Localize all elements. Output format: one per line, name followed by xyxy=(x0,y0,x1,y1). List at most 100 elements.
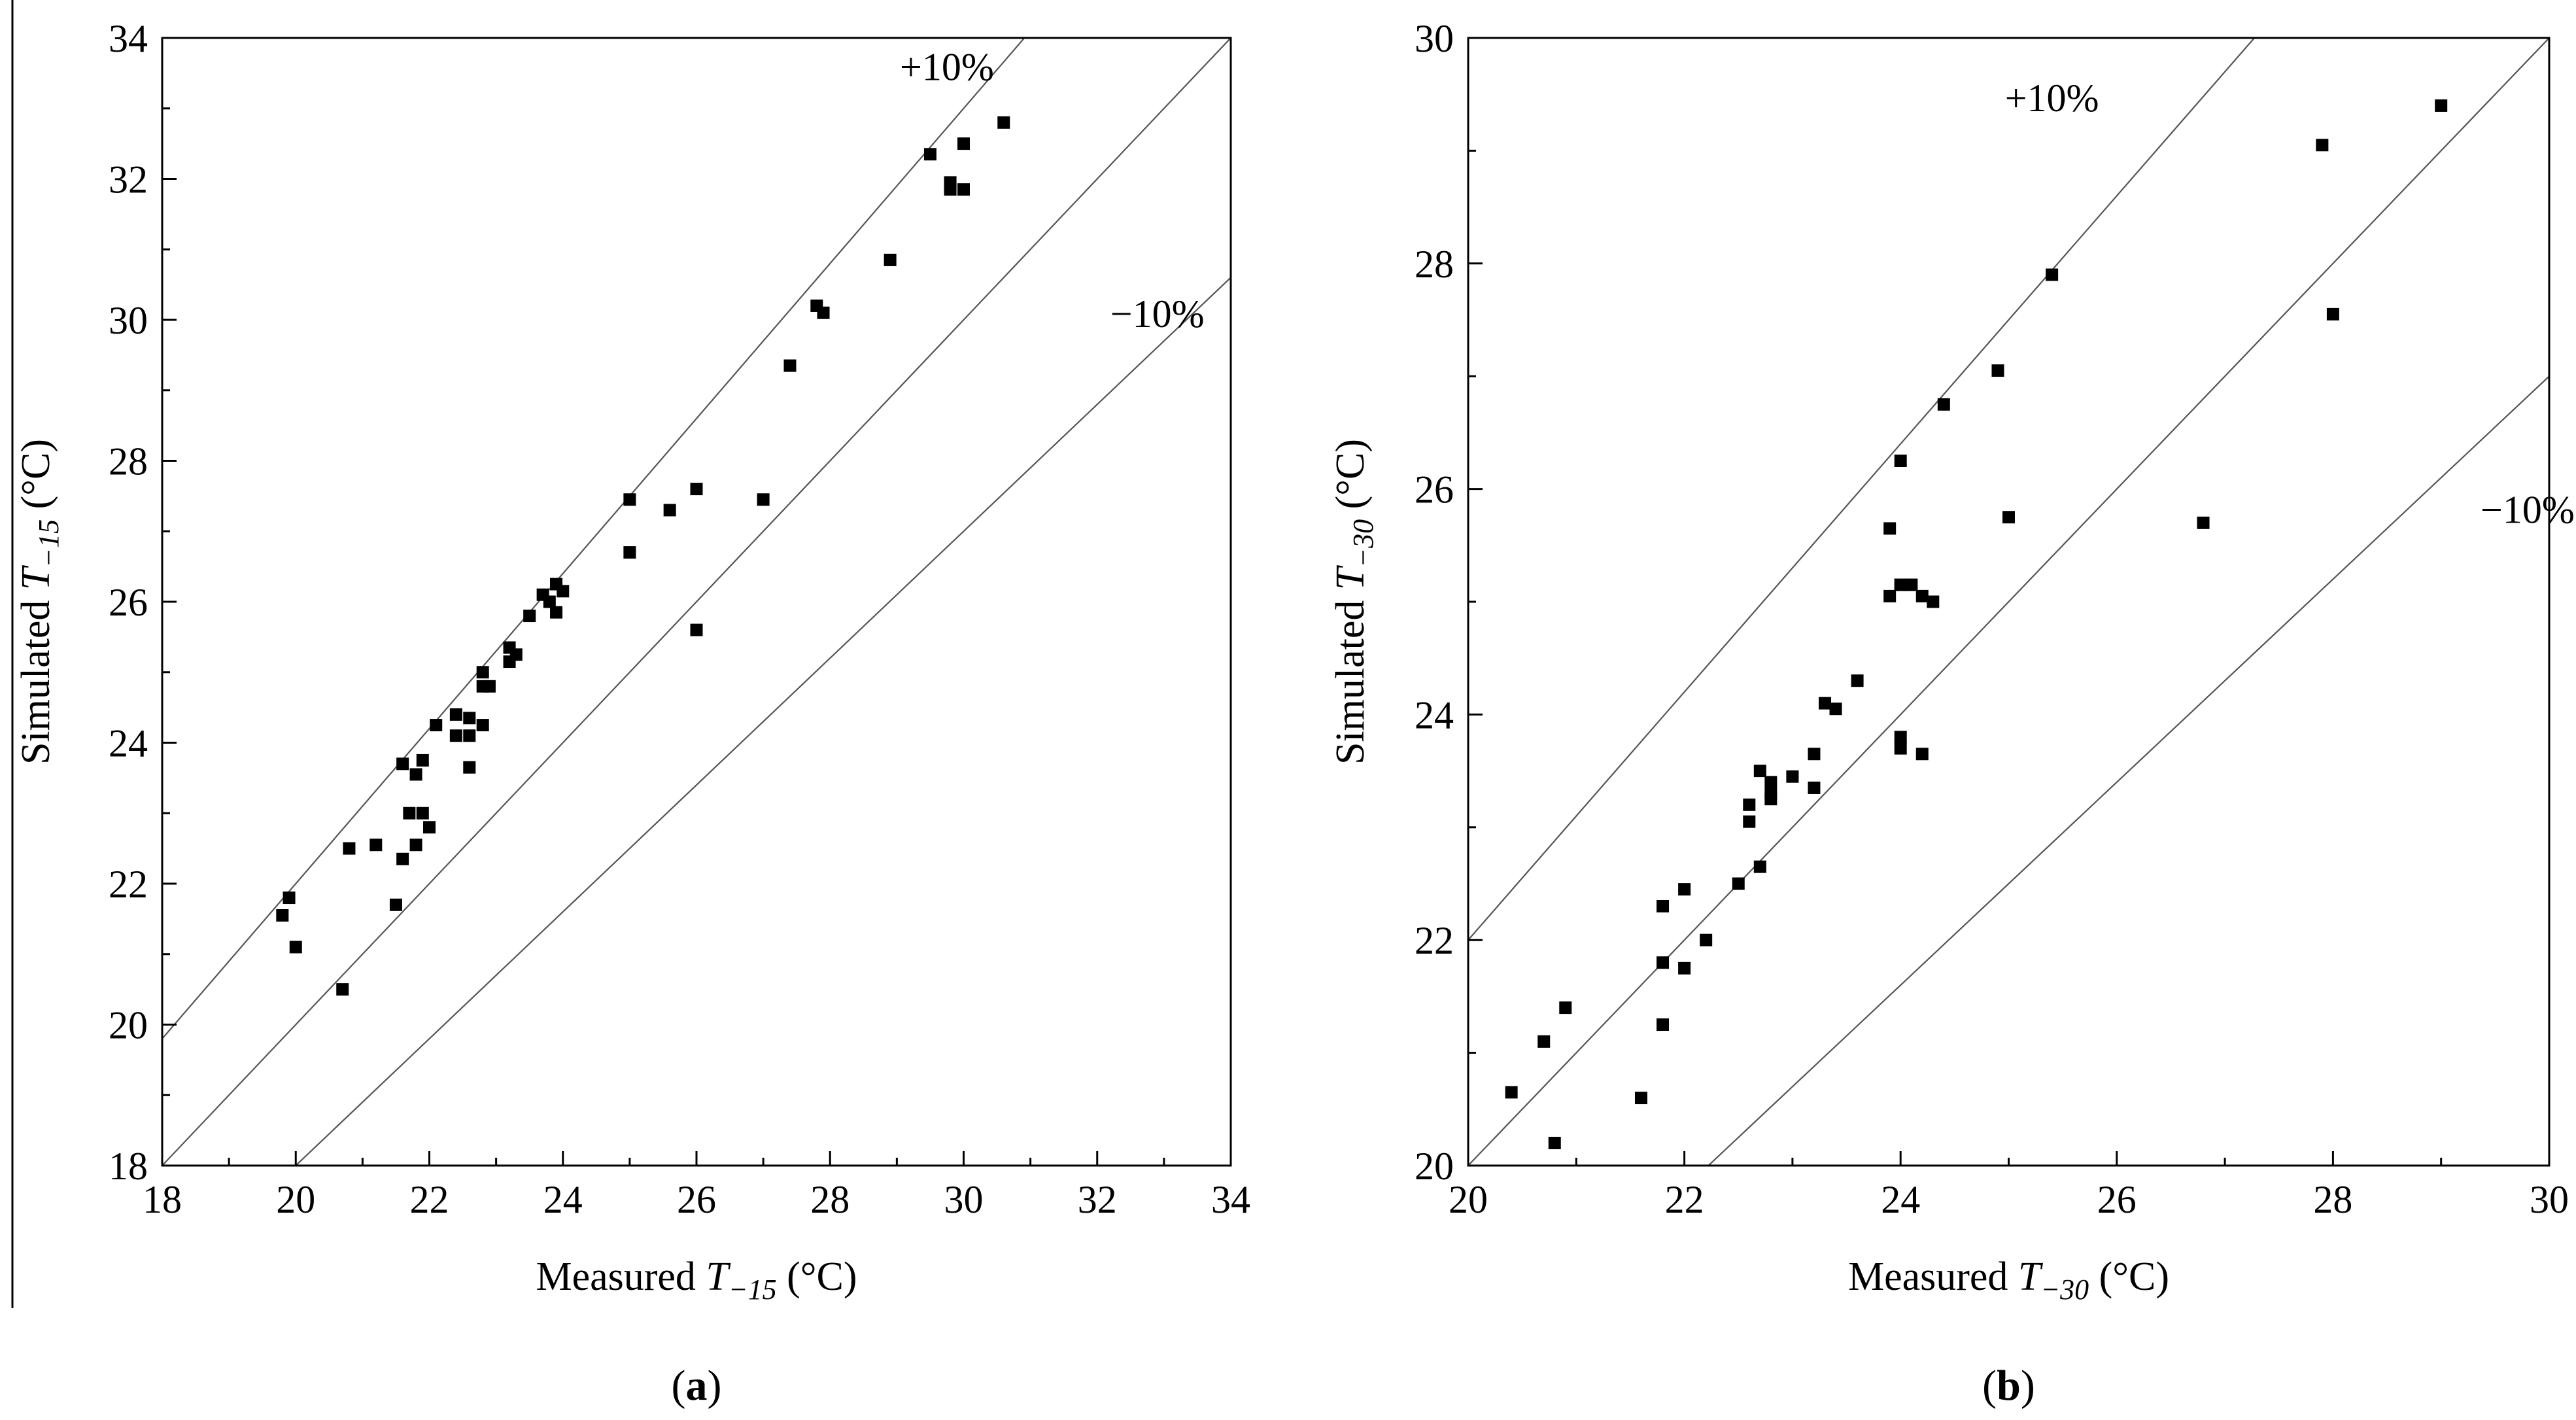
reference-line-minus-10 xyxy=(294,277,1231,1166)
data-point xyxy=(336,983,349,996)
y-axis-title-unit: (°C) xyxy=(14,439,58,519)
data-point xyxy=(1634,1092,1647,1105)
x-tick-label: 28 xyxy=(810,1178,850,1221)
panel-label: (b) xyxy=(1982,1362,2035,1410)
y-axis-title-subscript: −30 xyxy=(1347,519,1379,568)
data-point xyxy=(289,941,302,954)
reference-line-plus-10 xyxy=(1468,38,2256,941)
data-point xyxy=(276,909,289,922)
data-point xyxy=(1732,877,1745,890)
panel-label-open-paren: ( xyxy=(672,1362,686,1410)
y-tick-label: 34 xyxy=(109,17,148,60)
data-point xyxy=(1657,1018,1670,1031)
data-point xyxy=(1927,595,1940,608)
data-point xyxy=(2316,139,2329,152)
data-point xyxy=(283,892,296,905)
x-tick-label: 18 xyxy=(143,1178,182,1221)
data-point xyxy=(757,493,770,506)
data-point xyxy=(430,719,443,732)
panel-label-close-paren: ) xyxy=(2021,1362,2035,1410)
y-axis-title-prefix: Simulated xyxy=(14,590,58,765)
x-axis-title-unit: (°C) xyxy=(2089,1255,2169,1299)
data-point xyxy=(403,806,416,820)
minus-10-percent-label: −10% xyxy=(2481,488,2575,531)
data-point xyxy=(1894,731,1907,744)
panel-a: 18 20 22 24 26 28 30 32 34 18 20 22 24 26 28 30 32 34 +10%… xyxy=(14,17,1250,1410)
reference-line-one-to-one xyxy=(162,38,1231,1166)
data-point xyxy=(1786,770,1799,783)
x-axis-title-variable: T xyxy=(706,1255,731,1299)
data-point xyxy=(523,610,536,623)
data-point xyxy=(884,253,897,266)
data-point xyxy=(690,483,703,496)
data-point xyxy=(1894,742,1907,755)
data-point xyxy=(1678,883,1691,896)
x-axis-title-prefix: Measured xyxy=(536,1255,706,1299)
data-point xyxy=(1905,578,1918,591)
data-point xyxy=(1537,1035,1551,1048)
data-point xyxy=(476,719,489,732)
reference-line-one-to-one xyxy=(1468,38,2549,1166)
x-tick-label: 22 xyxy=(410,1178,449,1221)
y-axis-title-variable: T xyxy=(1328,564,1373,590)
data-point xyxy=(957,137,970,150)
data-point xyxy=(1829,702,1842,716)
y-tick-label: 18 xyxy=(109,1145,148,1188)
data-point xyxy=(449,729,462,742)
data-point xyxy=(483,680,496,693)
y-tick-label: 28 xyxy=(109,440,148,483)
y-tick-label: 26 xyxy=(109,581,148,624)
y-axis-title-variable: T xyxy=(14,564,58,590)
data-point xyxy=(944,183,957,196)
data-point xyxy=(2435,99,2448,112)
x-tick-label: 20 xyxy=(276,1178,315,1221)
x-tick-label: 22 xyxy=(1665,1178,1704,1221)
x-tick-label: 30 xyxy=(944,1178,984,1221)
data-point xyxy=(1851,674,1864,687)
data-point xyxy=(1657,956,1670,969)
data-point xyxy=(416,753,429,767)
data-point xyxy=(1894,578,1907,591)
data-point xyxy=(557,585,570,598)
data-point xyxy=(2002,511,2015,524)
x-axis-title-subscript: −15 xyxy=(729,1273,777,1306)
minus-10-percent-label: −10% xyxy=(1110,292,1205,336)
data-point xyxy=(543,595,556,608)
data-point xyxy=(817,306,830,319)
data-point xyxy=(1678,961,1691,975)
x-axis-title-variable: T xyxy=(2018,1255,2044,1299)
data-point xyxy=(550,606,563,619)
data-point xyxy=(409,839,422,852)
y-tick-label: 20 xyxy=(1415,1145,1454,1188)
reference-lines xyxy=(1468,38,2549,1166)
data-point xyxy=(1883,522,1897,535)
data-point xyxy=(1808,748,1821,761)
y-axis-title-prefix: Simulated xyxy=(1328,590,1373,765)
data-point xyxy=(663,504,676,517)
data-point xyxy=(1753,860,1766,873)
data-point xyxy=(1548,1137,1561,1150)
x-tick-label: 20 xyxy=(1449,1178,1488,1221)
data-point xyxy=(509,648,523,661)
data-point xyxy=(1764,776,1777,789)
data-point xyxy=(623,546,636,559)
y-tick-label: 22 xyxy=(1415,919,1454,962)
data-point xyxy=(396,757,409,771)
data-point xyxy=(463,712,476,725)
data-point xyxy=(1818,697,1831,710)
data-point xyxy=(1657,899,1670,912)
x-axis-title: Measured T−15 (°C) xyxy=(536,1255,857,1306)
y-tick-label: 30 xyxy=(109,299,148,342)
y-tick-label: 28 xyxy=(1415,243,1454,286)
data-point xyxy=(623,493,636,506)
reference-line-minus-10 xyxy=(1707,375,2549,1166)
data-point xyxy=(1764,793,1777,806)
data-point xyxy=(1700,933,1713,946)
x-axis-title-subscript: −30 xyxy=(2040,1273,2089,1306)
data-point xyxy=(1915,748,1929,761)
y-tick-label: 24 xyxy=(1415,693,1454,736)
data-point xyxy=(690,623,703,636)
data-point xyxy=(1743,798,1756,811)
